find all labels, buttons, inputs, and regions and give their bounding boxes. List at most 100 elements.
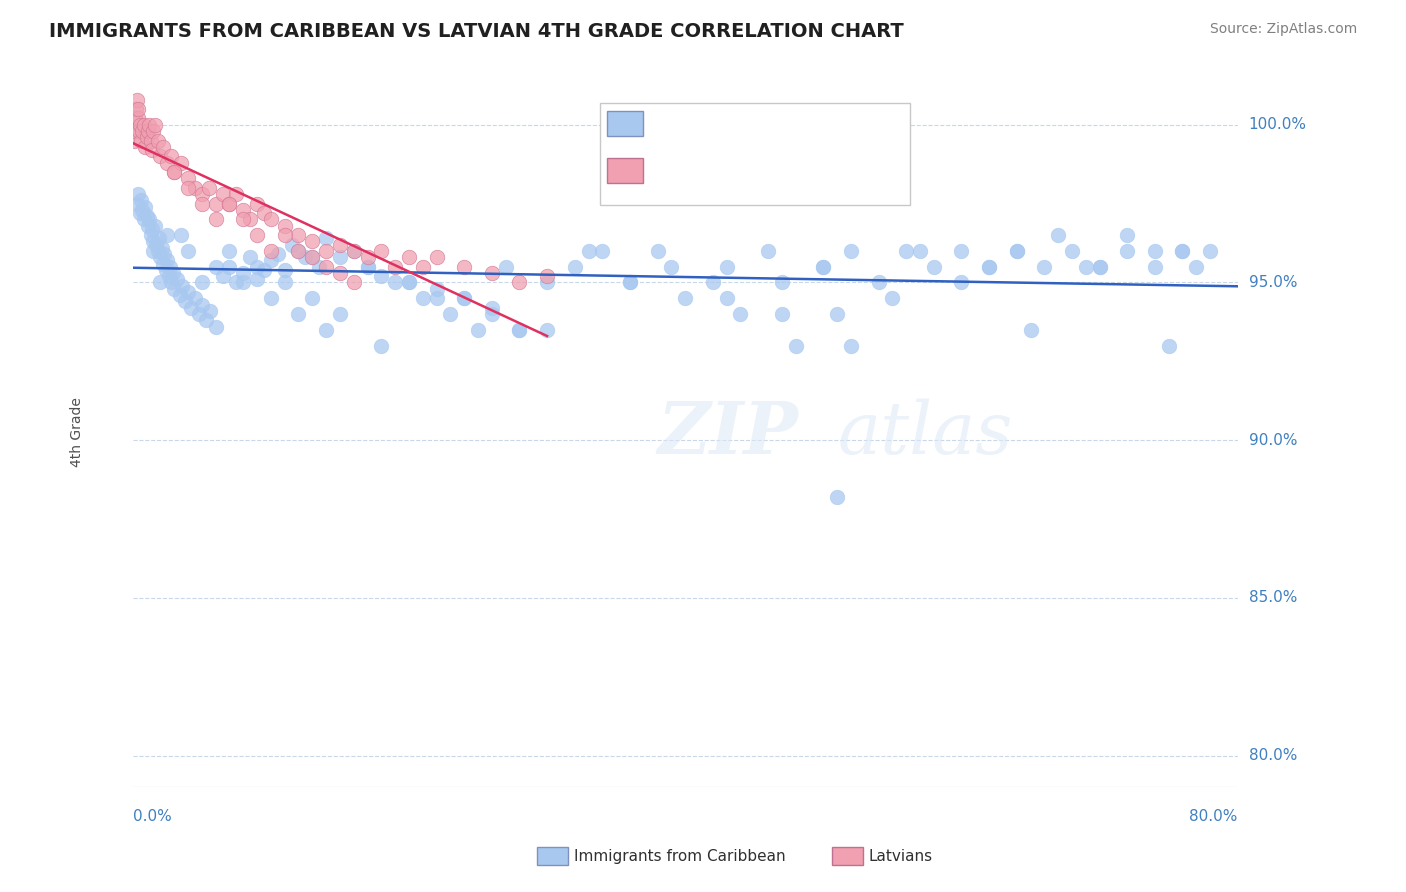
Point <box>152 256 174 270</box>
Point <box>730 307 752 321</box>
Point <box>839 244 862 258</box>
Point <box>412 260 434 274</box>
Point <box>356 260 378 274</box>
Point <box>329 250 352 264</box>
Point <box>1088 260 1111 274</box>
Point <box>343 244 366 258</box>
Point <box>1116 228 1139 243</box>
Point <box>149 149 172 163</box>
Point <box>143 118 166 132</box>
Point <box>294 250 316 264</box>
Point <box>160 149 183 163</box>
Point <box>141 143 163 157</box>
Point <box>132 118 155 132</box>
Point <box>198 303 221 318</box>
Point <box>839 338 862 352</box>
Point <box>246 228 269 243</box>
Point <box>191 196 214 211</box>
Point <box>1074 260 1097 274</box>
Point <box>131 124 153 138</box>
Point <box>156 228 179 243</box>
Point <box>329 237 352 252</box>
Point <box>139 228 162 243</box>
Point <box>232 212 254 227</box>
Text: Immigrants from Caribbean: Immigrants from Caribbean <box>574 849 786 863</box>
Point <box>1143 260 1166 274</box>
Point <box>225 187 247 202</box>
Point <box>163 165 186 179</box>
Point <box>356 250 378 264</box>
Point <box>950 244 973 258</box>
Text: 95.0%: 95.0% <box>1249 275 1298 290</box>
Point <box>218 196 240 211</box>
Point <box>136 124 159 138</box>
Point <box>152 140 174 154</box>
Point <box>128 124 150 138</box>
Point <box>134 140 156 154</box>
Point <box>145 237 167 252</box>
Point <box>647 244 669 258</box>
Point <box>1060 244 1083 258</box>
Point <box>977 260 1000 274</box>
Text: 0.0%: 0.0% <box>132 809 172 824</box>
Point <box>142 124 165 138</box>
Point <box>125 196 148 211</box>
Point <box>453 260 475 274</box>
Point <box>453 291 475 305</box>
Point <box>756 244 779 258</box>
Point <box>260 212 283 227</box>
Point <box>315 260 337 274</box>
Point <box>129 194 152 208</box>
Point <box>301 291 323 305</box>
Point <box>308 260 330 274</box>
Point <box>204 212 226 227</box>
Point <box>125 93 148 107</box>
Point <box>138 118 160 132</box>
Point <box>329 307 352 321</box>
Point <box>1171 244 1194 258</box>
Text: -0.185: -0.185 <box>696 115 761 133</box>
Point <box>204 260 226 274</box>
Point <box>184 181 207 195</box>
Point <box>124 112 146 126</box>
Point <box>177 171 200 186</box>
Point <box>426 282 449 296</box>
Point <box>122 134 145 148</box>
Point <box>155 263 177 277</box>
Point <box>157 269 180 284</box>
Point <box>129 134 152 148</box>
Point <box>398 276 420 290</box>
Text: 4th Grade: 4th Grade <box>70 397 84 467</box>
Point <box>329 266 352 280</box>
Point <box>143 219 166 233</box>
Point <box>301 250 323 264</box>
Point <box>136 219 159 233</box>
Point <box>150 241 173 255</box>
Point <box>287 244 309 258</box>
Point <box>127 102 149 116</box>
Point <box>661 260 683 274</box>
Point <box>273 228 295 243</box>
Text: atlas: atlas <box>837 399 1012 469</box>
Point <box>273 219 295 233</box>
Point <box>141 222 163 236</box>
Point <box>301 250 323 264</box>
Point <box>868 276 890 290</box>
Point <box>188 307 211 321</box>
Point <box>135 209 157 223</box>
Point <box>127 187 149 202</box>
Point <box>770 276 793 290</box>
Text: N =: N = <box>759 115 799 133</box>
Point <box>1116 244 1139 258</box>
Point <box>536 276 558 290</box>
Point <box>315 231 337 245</box>
Point <box>232 202 254 217</box>
Point <box>495 260 517 274</box>
Point <box>1019 323 1042 337</box>
Point <box>1005 244 1028 258</box>
Point <box>174 294 197 309</box>
Point <box>384 260 406 274</box>
Point <box>1185 260 1208 274</box>
Point <box>239 250 262 264</box>
Point <box>591 244 613 258</box>
